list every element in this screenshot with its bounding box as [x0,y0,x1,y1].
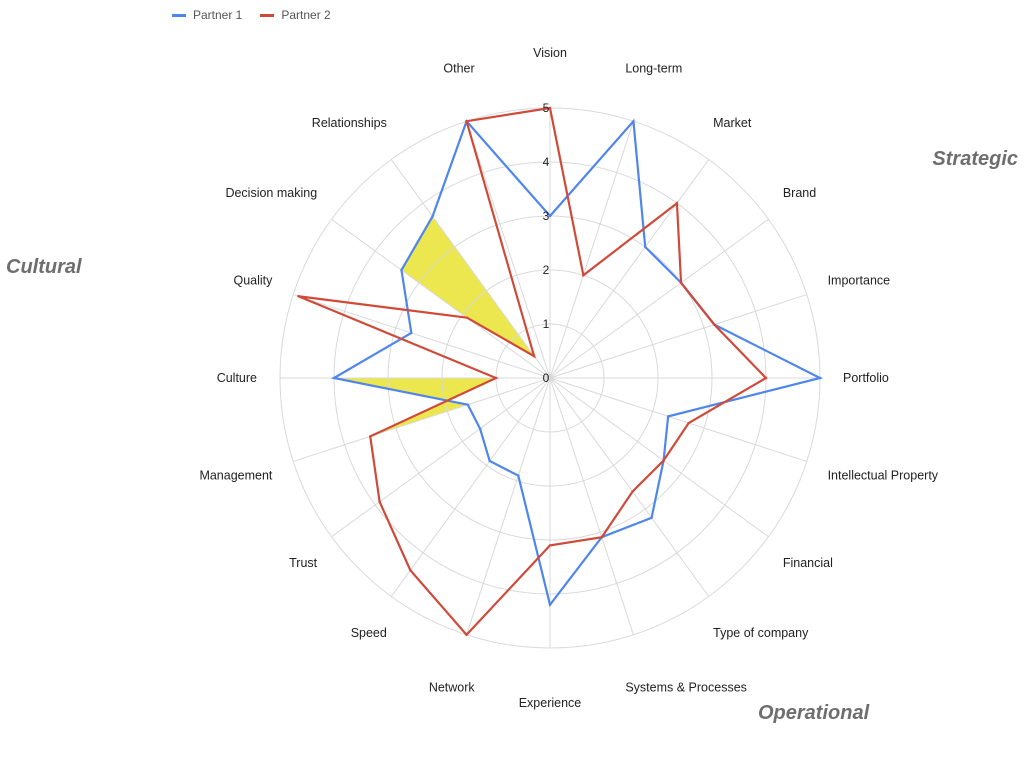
tick-label-4: 4 [543,155,550,169]
grid-spoke [549,377,634,635]
grid-spoke [549,294,807,379]
grid-spoke [549,377,769,538]
axis-label-relationships: Relationships [312,116,387,130]
grid-spoke [466,121,551,379]
axis-label-culture: Culture [217,371,257,385]
series-point-partner-1 [666,415,670,418]
axis-label-type-of-company: Type of company [713,626,809,640]
series-point-partner-2 [662,459,665,462]
series-point-partner-1 [650,516,653,519]
axis-label-trust: Trust [289,556,318,570]
series-point-partner-1 [818,376,822,380]
series-point-partner-2 [494,376,498,380]
series-point-partner-1 [410,331,413,335]
series-point-partner-2 [764,376,768,380]
legend-label-partner-2: Partner 2 [281,8,331,22]
group-label-cultural: Cultural [6,256,82,278]
series-point-partner-1 [400,268,403,272]
highlight-layer [334,216,535,437]
grid-spoke [549,121,634,379]
highlight-area-2 [401,216,535,357]
series-layer [297,106,824,637]
series-point-partner-1 [332,376,336,380]
legend-label-partner-1: Partner 1 [193,8,243,22]
series-point-partner-2 [532,354,536,358]
axis-label-vision: Vision [533,46,567,60]
grid-spoke [390,159,551,379]
grid-spoke [466,377,551,635]
axis-label-importance: Importance [828,274,891,288]
series-point-partner-2 [582,274,585,277]
axis-label-other: Other [443,61,474,75]
axis-label-management: Management [199,468,272,482]
series-point-partner-2 [465,120,468,123]
series-point-partner-1 [478,427,482,430]
grid-spoke [390,377,551,597]
series-point-partner-2 [679,281,683,284]
series-point-partner-2 [548,544,552,547]
axis-label-long-term: Long-term [625,61,682,75]
series-point-partner-1 [431,215,434,218]
legend-item-partner-1[interactable]: Partner 1 [172,8,242,22]
series-point-partner-1 [488,459,491,463]
axis-label-intellectual-property: Intellectual Property [828,468,939,482]
series-point-partner-2 [713,323,716,326]
axis-label-experience: Experience [519,696,582,710]
series-point-partner-1 [517,474,520,477]
axis-label-brand: Brand [783,186,816,200]
grid-layer [279,107,821,649]
grid-spoke [549,377,710,597]
series-point-partner-2 [409,569,412,572]
axis-label-decision-making: Decision making [225,186,317,200]
series-point-partner-2 [369,435,372,438]
series-point-partner-2 [631,490,634,493]
axis-label-layer: 0 1 2 3 4 5 Vision Long-term Market Brand Importan… [199,46,938,710]
legend-swatch-partner-2 [260,13,275,17]
series-point-partner-1 [548,214,552,218]
series-point-partner-2 [297,295,300,298]
series-point-partner-2 [465,633,468,636]
legend-swatch-partner-1 [172,13,186,17]
series-point-partner-1 [632,120,635,123]
grid-spoke [331,218,551,379]
axis-label-financial: Financial [783,556,833,570]
grid-spoke [549,159,710,379]
grid-spoke [331,377,551,538]
axis-label-systems-processes: Systems & Processes [625,681,747,695]
group-label-strategic: Strategic [932,148,1018,170]
grid-spoke [293,377,551,462]
axis-label-portfolio: Portfolio [843,371,889,385]
tick-label-0: 0 [543,371,550,385]
series-point-partner-2 [600,536,603,539]
legend: Partner 1 Partner 2 [172,7,331,23]
legend-item-partner-2[interactable]: Partner 2 [260,8,331,22]
grid-spoke [549,377,807,462]
series-point-partner-2 [687,421,690,425]
tick-label-2: 2 [543,263,550,277]
series-point-partner-1 [548,603,552,606]
tick-label-5: 5 [543,101,550,115]
tick-label-1: 1 [543,317,550,331]
axis-label-speed: Speed [351,626,387,640]
series-line-partner-2 [297,106,768,637]
axis-label-quality: Quality [234,274,274,288]
tick-label-3: 3 [543,209,550,223]
axis-label-market: Market [713,116,752,130]
series-point-partner-2 [675,202,679,205]
axis-label-network: Network [429,681,476,695]
grid-spoke [549,218,769,379]
series-point-partner-2 [378,500,381,503]
series-point-partner-2 [465,316,469,319]
series-point-partner-1 [644,245,647,249]
series-point-partner-2 [548,106,552,110]
highlight-area-1 [334,378,496,437]
series-point-partner-1 [466,403,470,406]
grid-spoke [293,294,551,379]
group-label-operational: Operational [758,702,870,724]
